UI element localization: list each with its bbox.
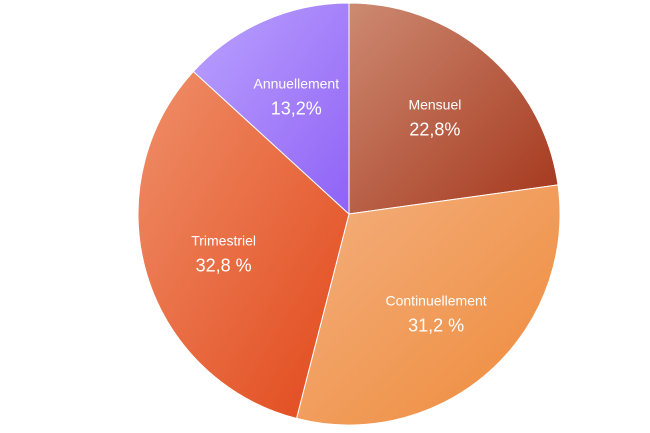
pie-labels: Mensuel 22,8% Continuellement 31,2 % Trimest… (191, 75, 487, 335)
slice-value-annuellement: 13,2% (271, 98, 322, 118)
pie-slice-continuellement (295, 184, 561, 426)
pie-slice-mensuel (348, 2, 559, 215)
slice-value-trimestriel: 32,8 % (196, 255, 252, 275)
pie-slice-annuellement (192, 2, 350, 216)
pie-slices (137, 2, 561, 426)
slice-label-trimestriel: Trimestriel (191, 232, 256, 248)
pie-slice-trimestriel (137, 70, 350, 419)
slice-label-annuellement: Annuellement (253, 75, 339, 91)
slice-label-mensuel: Mensuel (408, 96, 461, 112)
slice-value-mensuel: 22,8% (409, 119, 460, 139)
slice-value-continuellement: 31,2 % (408, 316, 464, 336)
slice-label-continuellement: Continuellement (386, 293, 487, 309)
